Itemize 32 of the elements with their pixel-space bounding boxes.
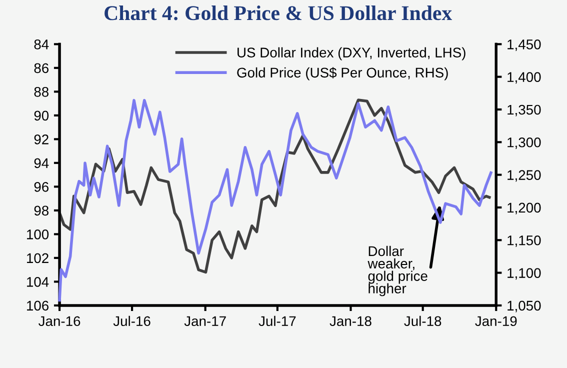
x-tick-label: Jul-18	[404, 316, 442, 326]
y-tick-label: 84	[34, 39, 49, 50]
y-tick-label: 102	[27, 253, 48, 264]
legend-label: Gold Price (US$ Per Ounce, RHS)	[237, 67, 448, 80]
y2-tick-label: 1,300	[508, 137, 541, 149]
y2-tick-label: 1,450	[508, 39, 541, 51]
y2-tick-label: 1,400	[508, 72, 541, 84]
y-tick-label: 88	[34, 87, 49, 97]
y2-tick-label: 1,250	[508, 170, 541, 182]
x-tick-label: Jan-16	[38, 316, 80, 326]
x-tick-label: Jul-16	[113, 316, 150, 326]
x-tick-label: Jan-19	[475, 316, 517, 326]
y-tick-label: 98	[34, 206, 49, 216]
annotation: Dollar weaker, gold price higher	[368, 246, 428, 296]
y2-tick-label: 1,350	[508, 104, 541, 116]
x-tick-label: Jan-18	[330, 316, 372, 326]
y-tick-label: 94	[34, 158, 49, 168]
y2-tick-label: 1,100	[508, 268, 541, 280]
chart-title: Chart 4: Gold Price & US Dollar Index	[104, 6, 452, 20]
legend-label: US Dollar Index (DXY, Inverted, LHS)	[238, 47, 466, 60]
y-tick-label: 104	[27, 277, 49, 287]
y-tick-label: 100	[27, 230, 49, 240]
y2-tick-label: 1,150	[508, 235, 541, 247]
y-tick-label: 92	[34, 134, 48, 144]
y-tick-label: 106	[27, 300, 49, 311]
y2-tick-label: 1,200	[508, 202, 541, 214]
y2-tick-label: 1,050	[508, 300, 541, 312]
x-tick-label: Jan-17	[184, 316, 226, 326]
x-tick-label: Jul-17	[258, 316, 296, 326]
y-tick-label: 86	[34, 63, 49, 74]
y-tick-label: 96	[34, 182, 49, 192]
y-tick-label: 90	[34, 110, 49, 121]
